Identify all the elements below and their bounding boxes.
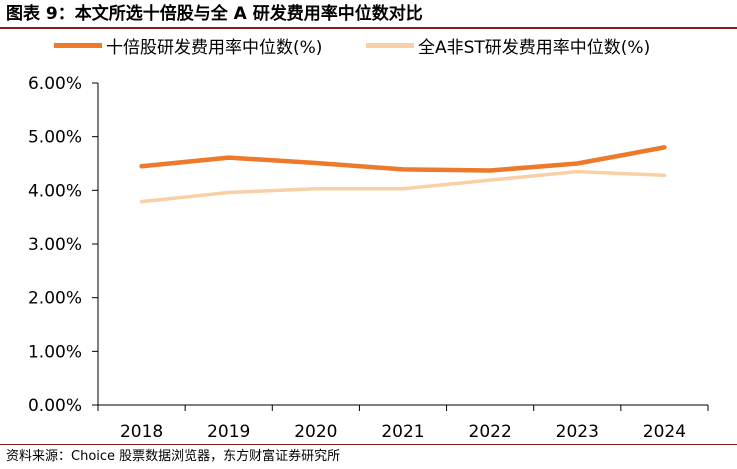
y-tick-label: 2.00% (28, 289, 82, 309)
y-tick-label: 5.00% (28, 128, 82, 148)
y-tick-label: 1.00% (28, 342, 82, 362)
legend-label-series-2: 全A非ST研发费用率中位数(%) (418, 37, 651, 58)
y-tick-label: 0.00% (28, 396, 82, 416)
y-tick-label: 6.00% (28, 74, 82, 94)
chart-title: 图表 9：本文所选十倍股与全 A 研发费用率中位数对比 (6, 4, 423, 24)
legend-item-series-2: 全A非ST研发费用率中位数(%) (366, 31, 650, 59)
x-tick-label: 2024 (643, 422, 686, 442)
footer-divider (0, 444, 737, 445)
legend-label-series-1: 十倍股研发费用率中位数(%) (106, 37, 323, 58)
legend-item-series-1: 十倍股研发费用率中位数(%) (54, 31, 322, 59)
x-tick-label: 2021 (381, 422, 424, 442)
source-note: 资料来源：Choice 股票数据浏览器，东方财富证券研究所 (6, 449, 341, 464)
x-tick-label: 2020 (294, 422, 337, 442)
y-tick-label: 3.00% (28, 235, 82, 255)
x-tick-label: 2022 (469, 422, 512, 442)
title-divider (0, 27, 737, 29)
series-line-1 (139, 145, 667, 173)
x-tick-label: 2023 (556, 422, 599, 442)
series-line-2 (139, 169, 667, 204)
x-tick-label: 2019 (207, 422, 250, 442)
legend: 十倍股研发费用率中位数(%) 全A非ST研发费用率中位数(%) (0, 31, 737, 59)
legend-swatch-series-2 (366, 42, 414, 48)
y-tick-label: 4.00% (28, 181, 82, 201)
x-tick-label: 2018 (120, 422, 163, 442)
legend-swatch-series-1 (54, 42, 102, 48)
